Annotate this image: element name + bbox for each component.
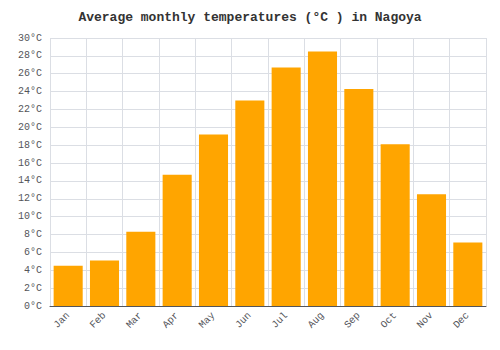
- svg-text:Feb: Feb: [88, 310, 108, 330]
- svg-text:2°C: 2°C: [24, 283, 42, 294]
- svg-text:4°C: 4°C: [24, 265, 42, 276]
- svg-text:8°C: 8°C: [24, 229, 42, 240]
- svg-text:26°C: 26°C: [18, 68, 42, 79]
- svg-text:Sep: Sep: [342, 310, 362, 330]
- svg-text:May: May: [197, 310, 217, 330]
- svg-text:16°C: 16°C: [18, 158, 42, 169]
- svg-text:Average monthly temperatures (: Average monthly temperatures (°C ) in Na…: [78, 10, 421, 25]
- svg-text:28°C: 28°C: [18, 50, 42, 61]
- svg-text:24°C: 24°C: [18, 86, 42, 97]
- svg-text:Jun: Jun: [233, 310, 253, 330]
- svg-text:Jan: Jan: [52, 310, 72, 330]
- svg-text:0°C: 0°C: [24, 301, 42, 312]
- svg-text:Nov: Nov: [415, 310, 435, 330]
- svg-text:Dec: Dec: [451, 310, 471, 330]
- svg-text:Aug: Aug: [306, 310, 326, 330]
- svg-text:Apr: Apr: [161, 310, 181, 330]
- svg-text:22°C: 22°C: [18, 104, 42, 115]
- svg-text:30°C: 30°C: [18, 33, 42, 44]
- svg-text:14°C: 14°C: [18, 175, 42, 186]
- svg-text:12°C: 12°C: [18, 193, 42, 204]
- svg-text:Oct: Oct: [379, 310, 399, 330]
- svg-text:20°C: 20°C: [18, 122, 42, 133]
- svg-text:6°C: 6°C: [24, 247, 42, 258]
- svg-text:Mar: Mar: [124, 310, 144, 330]
- svg-text:18°C: 18°C: [18, 140, 42, 151]
- svg-text:Jul: Jul: [270, 310, 290, 330]
- svg-text:10°C: 10°C: [18, 211, 42, 222]
